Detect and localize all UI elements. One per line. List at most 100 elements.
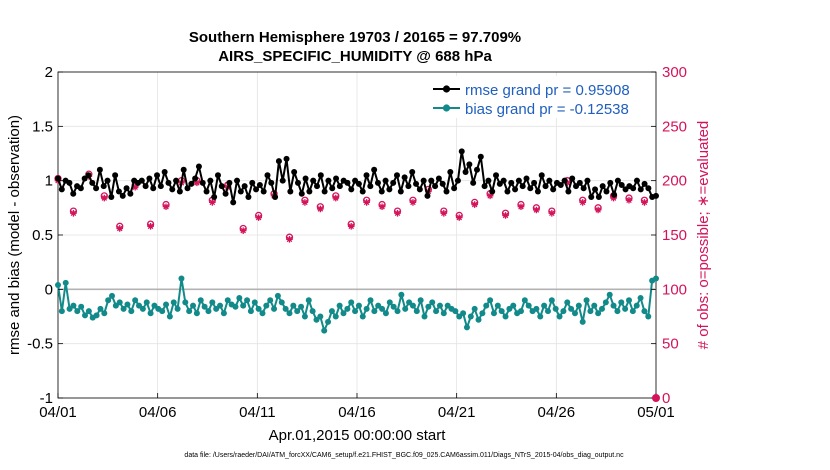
rmse-point xyxy=(390,179,397,186)
bias-point xyxy=(348,299,355,306)
chart-title-line1: Southern Hemisphere 19703 / 20165 = 97.7… xyxy=(189,29,521,46)
bias-point xyxy=(259,310,266,317)
rmse-point xyxy=(538,172,545,179)
rmse-point xyxy=(473,166,480,173)
bias-point xyxy=(355,302,362,309)
obs-evaluated-point xyxy=(332,194,340,202)
bias-point xyxy=(244,297,251,304)
bias-point xyxy=(278,299,285,306)
rmse-point xyxy=(374,179,381,186)
bias-point xyxy=(367,297,374,304)
rmse-point xyxy=(325,177,332,184)
legend-bias-label: bias grand pr = -0.12538 xyxy=(465,101,629,118)
bias-point xyxy=(463,324,470,331)
bias-point xyxy=(332,313,339,320)
bias-point xyxy=(533,305,540,312)
rmse-point xyxy=(489,188,496,195)
bias-point xyxy=(379,305,386,312)
rmse-point xyxy=(222,190,229,197)
bias-point xyxy=(436,302,443,309)
bias-point xyxy=(595,310,602,317)
bias-point xyxy=(352,308,359,315)
bias-point xyxy=(105,297,112,304)
rmse-point xyxy=(378,188,385,195)
rmse-point xyxy=(180,166,187,173)
rmse-point xyxy=(397,188,404,195)
rmse-point xyxy=(58,186,65,193)
rmse-point xyxy=(66,179,73,186)
rmse-point xyxy=(523,175,530,182)
obs-evaluated-point xyxy=(471,201,478,208)
bias-point xyxy=(490,310,497,317)
obs-evaluated-point xyxy=(363,199,370,206)
rmse-point xyxy=(237,188,244,195)
bias-point xyxy=(325,318,332,325)
rmse-point xyxy=(173,177,180,184)
x-tick-label: 04/06 xyxy=(139,404,177,421)
bias-point xyxy=(232,303,239,310)
rmse-point xyxy=(306,188,313,195)
obs-evaluated-point xyxy=(131,183,139,191)
rmse-point xyxy=(108,193,115,200)
bias-point xyxy=(386,299,393,306)
bias-point xyxy=(587,308,594,315)
rmse-point xyxy=(321,188,328,195)
footnote: data file: /Users/raeder/DAI/ATM_forcXX/… xyxy=(184,452,624,459)
bias-point xyxy=(290,302,297,309)
bias-point xyxy=(305,297,312,304)
bias-point xyxy=(321,327,328,334)
rmse-point xyxy=(599,183,606,190)
rmse-point xyxy=(508,179,515,186)
bias-point xyxy=(479,310,486,317)
rmse-point xyxy=(310,177,317,184)
y-right-tick-label: 250 xyxy=(662,118,687,135)
bias-point xyxy=(82,312,89,319)
y-axis-right: 0 50 100 150 200 250 300 xyxy=(651,64,687,407)
rmse-point xyxy=(405,183,412,190)
rmse-point xyxy=(637,186,644,193)
obs-evaluated-point xyxy=(579,199,586,206)
rmse-point xyxy=(641,180,648,187)
rmse-point xyxy=(584,177,591,184)
bias-point xyxy=(247,308,254,315)
obs-evaluated-point xyxy=(100,194,108,202)
bias-point xyxy=(93,312,100,319)
rmse-point xyxy=(531,179,538,186)
obs-evaluated-point xyxy=(70,209,77,217)
rmse-point xyxy=(534,188,541,195)
rmse-point xyxy=(515,177,522,184)
bias-point xyxy=(618,299,625,306)
rmse-point xyxy=(112,172,119,179)
bias-point xyxy=(487,297,494,304)
rmse-point xyxy=(333,175,340,182)
rmse-point xyxy=(443,188,450,195)
y-right-tick-label: 50 xyxy=(662,336,679,353)
bias-point xyxy=(564,299,571,306)
bias-point xyxy=(552,305,559,312)
rmse-series xyxy=(55,148,659,206)
bias-point xyxy=(286,310,293,317)
bias-point xyxy=(147,310,154,317)
obs-evaluated-point xyxy=(347,223,355,230)
bias-point xyxy=(359,313,366,320)
rmse-point xyxy=(268,179,275,186)
bias-point xyxy=(475,316,482,323)
bias-point xyxy=(317,313,324,320)
rmse-point xyxy=(104,177,111,184)
bias-point xyxy=(271,305,278,312)
bias-point xyxy=(614,308,621,315)
bias-point xyxy=(209,299,216,306)
x-tick-label: 04/26 xyxy=(538,404,576,421)
bias-point xyxy=(97,305,104,312)
rmse-point xyxy=(138,177,145,184)
rmse-point xyxy=(241,183,248,190)
bias-point xyxy=(425,303,432,310)
rmse-point xyxy=(100,183,107,190)
rmse-point xyxy=(199,179,206,186)
rmse-point xyxy=(161,168,168,175)
rmse-point xyxy=(413,180,420,187)
rmse-point xyxy=(234,177,241,184)
bias-point xyxy=(78,303,85,310)
bias-point xyxy=(637,295,644,302)
bias-point xyxy=(101,310,108,317)
